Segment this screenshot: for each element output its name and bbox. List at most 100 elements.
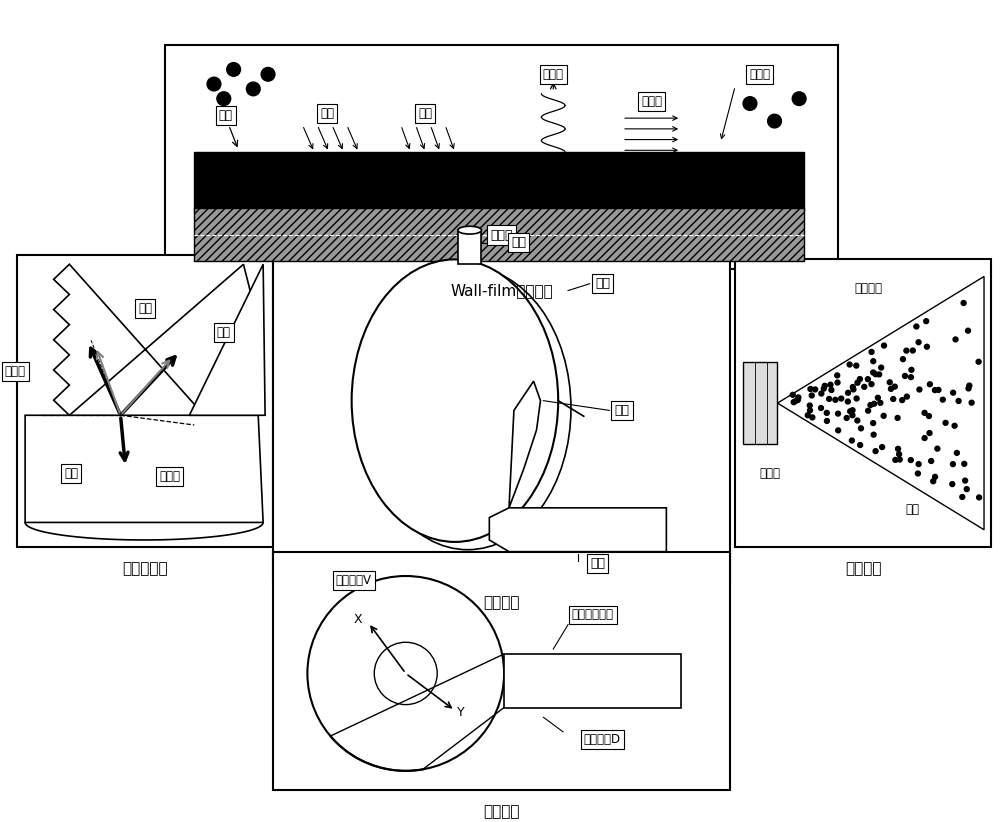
Circle shape (824, 410, 829, 415)
Circle shape (882, 343, 886, 348)
Circle shape (977, 495, 982, 500)
Text: 工件: 工件 (595, 277, 610, 290)
Circle shape (936, 387, 941, 392)
Circle shape (924, 319, 929, 324)
Circle shape (836, 411, 840, 416)
Circle shape (871, 358, 876, 363)
Circle shape (927, 431, 932, 436)
Circle shape (897, 452, 902, 456)
Circle shape (768, 114, 781, 128)
Text: 刀具: 刀具 (217, 326, 231, 339)
Bar (504, 654, 681, 708)
Text: Y: Y (457, 706, 465, 719)
Circle shape (929, 459, 934, 464)
Circle shape (865, 376, 870, 381)
Circle shape (893, 457, 898, 462)
Circle shape (824, 418, 829, 423)
Circle shape (859, 426, 863, 431)
Circle shape (887, 380, 892, 385)
Circle shape (927, 382, 932, 386)
Bar (194, 208, 804, 261)
Circle shape (846, 390, 851, 395)
Circle shape (879, 365, 884, 370)
Circle shape (943, 420, 948, 425)
Circle shape (808, 386, 813, 391)
Circle shape (904, 395, 909, 399)
Circle shape (967, 383, 972, 388)
Circle shape (873, 372, 878, 376)
Text: 剪切热: 剪切热 (5, 365, 26, 378)
Circle shape (915, 471, 920, 476)
Text: 切削热模型: 切削热模型 (122, 561, 168, 575)
Bar (165, 45, 838, 269)
Text: 摩擦热: 摩擦热 (159, 470, 180, 483)
Circle shape (207, 77, 221, 91)
Polygon shape (25, 415, 263, 523)
Circle shape (869, 381, 874, 386)
Circle shape (875, 395, 880, 400)
Text: 刀具: 刀具 (590, 556, 605, 570)
Circle shape (261, 67, 275, 81)
Circle shape (877, 372, 882, 376)
Circle shape (796, 395, 801, 399)
Circle shape (808, 408, 812, 413)
Text: 辐射: 辐射 (320, 107, 334, 120)
Circle shape (868, 403, 873, 408)
Polygon shape (509, 381, 540, 508)
Circle shape (901, 357, 905, 362)
Circle shape (869, 349, 874, 354)
Circle shape (833, 397, 838, 402)
Circle shape (931, 479, 936, 483)
Circle shape (908, 458, 913, 463)
Circle shape (950, 462, 955, 467)
Circle shape (940, 397, 945, 402)
Circle shape (969, 400, 974, 405)
Circle shape (793, 399, 798, 404)
Circle shape (933, 474, 938, 479)
Circle shape (848, 409, 853, 413)
Text: 剪切力: 剪切力 (641, 95, 662, 108)
Bar (273, 225, 730, 581)
Circle shape (909, 375, 913, 380)
Text: 膜破裂: 膜破裂 (749, 67, 770, 81)
Circle shape (917, 387, 922, 392)
Bar (743, 362, 777, 445)
Circle shape (871, 432, 876, 437)
Text: 切屑: 切屑 (138, 302, 152, 315)
Polygon shape (489, 508, 666, 552)
Ellipse shape (377, 275, 584, 557)
Circle shape (217, 92, 231, 105)
Circle shape (904, 349, 909, 353)
Circle shape (914, 324, 919, 329)
Circle shape (858, 442, 863, 447)
Circle shape (828, 382, 833, 387)
Circle shape (857, 376, 862, 381)
Circle shape (922, 410, 927, 415)
Circle shape (950, 482, 955, 487)
Polygon shape (54, 264, 253, 415)
Circle shape (891, 396, 896, 401)
Circle shape (810, 415, 815, 420)
Circle shape (791, 399, 796, 404)
Circle shape (956, 399, 961, 404)
Circle shape (743, 97, 757, 110)
Circle shape (873, 449, 878, 454)
Circle shape (961, 301, 966, 306)
Circle shape (822, 383, 827, 388)
Text: 工件: 工件 (64, 467, 78, 480)
Circle shape (954, 450, 959, 455)
Ellipse shape (352, 260, 558, 542)
Text: 切削速度V: 切削速度V (336, 575, 372, 588)
Polygon shape (189, 264, 265, 415)
Text: 润滑油: 润滑油 (759, 467, 780, 480)
Circle shape (795, 398, 800, 403)
Circle shape (246, 82, 260, 95)
Circle shape (809, 393, 814, 398)
Bar (17, 255, 273, 547)
Circle shape (307, 576, 504, 771)
Circle shape (845, 399, 850, 404)
Circle shape (976, 359, 981, 364)
Circle shape (926, 413, 931, 418)
Circle shape (839, 396, 844, 401)
Circle shape (862, 385, 867, 390)
